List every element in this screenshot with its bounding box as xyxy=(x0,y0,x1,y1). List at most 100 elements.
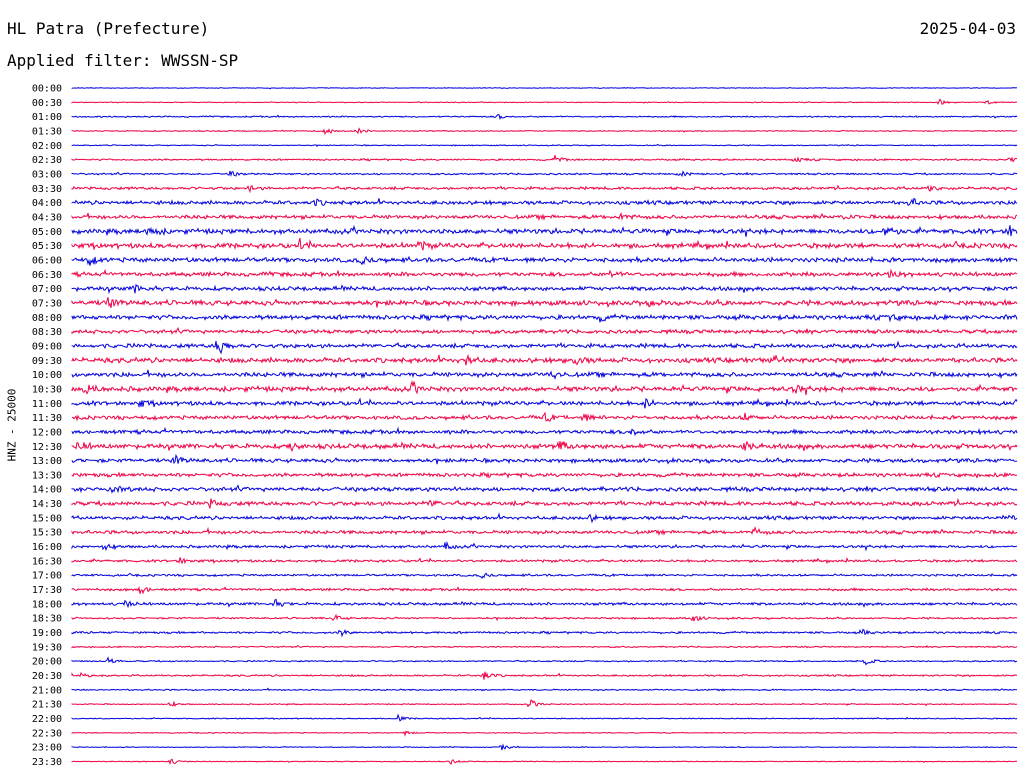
seismic-trace xyxy=(71,540,1018,552)
seismic-trace xyxy=(71,526,1018,537)
seismic-trace xyxy=(71,440,1018,453)
time-label: 11:00 xyxy=(32,399,62,410)
time-label: 04:30 xyxy=(32,212,62,223)
seismic-trace xyxy=(71,484,1018,494)
time-label: 22:00 xyxy=(32,714,62,725)
time-label: 00:30 xyxy=(32,98,62,109)
time-label: 07:30 xyxy=(32,298,62,309)
seismic-trace xyxy=(71,255,1018,266)
seismic-trace xyxy=(71,671,1018,680)
seismic-trace xyxy=(71,237,1018,251)
time-label: 21:30 xyxy=(32,700,62,711)
time-label: 02:30 xyxy=(32,155,62,166)
trace-group xyxy=(71,86,1018,766)
seismic-trace xyxy=(71,687,1017,692)
time-label: 06:30 xyxy=(32,270,62,281)
seismic-trace xyxy=(71,86,1018,90)
time-label: 09:00 xyxy=(32,341,62,352)
seismic-trace xyxy=(71,353,1018,366)
time-label: 12:30 xyxy=(32,442,62,453)
time-label: 01:30 xyxy=(32,126,62,137)
time-label: 19:30 xyxy=(32,642,62,653)
seismic-trace xyxy=(71,380,1018,396)
time-label: 06:00 xyxy=(32,255,62,266)
seismic-trace xyxy=(71,699,1018,708)
time-label: 15:00 xyxy=(32,513,62,524)
station-title: HL Patra (Prefecture) xyxy=(7,19,210,38)
seismic-trace xyxy=(71,656,1018,666)
seismic-trace xyxy=(71,127,1018,135)
time-label: 10:00 xyxy=(32,370,62,381)
seismic-trace xyxy=(71,572,1018,579)
seismic-trace xyxy=(71,340,1018,355)
seismic-trace xyxy=(71,644,1018,649)
seismic-trace xyxy=(71,411,1018,422)
time-label: 11:30 xyxy=(32,413,62,424)
seismic-trace xyxy=(71,598,1018,609)
seismic-trace xyxy=(71,497,1018,509)
time-label: 03:00 xyxy=(32,169,62,180)
seismic-trace xyxy=(71,730,1018,737)
time-label: 17:00 xyxy=(32,571,62,582)
seismic-trace xyxy=(71,184,1018,194)
time-label: 16:30 xyxy=(32,556,62,567)
time-label-group: 00:00 00:30 01:00 01:30 02:00 02:30 03:00 03:30… xyxy=(32,84,62,769)
seismic-trace xyxy=(71,628,1018,638)
time-label: 18:30 xyxy=(32,614,62,625)
seismic-trace xyxy=(71,268,1018,279)
time-label: 04:00 xyxy=(32,198,62,209)
seismic-trace xyxy=(71,114,1018,121)
time-label: 14:30 xyxy=(32,499,62,510)
seismic-trace xyxy=(71,743,1018,751)
seismic-trace xyxy=(71,327,1018,336)
time-label: 12:00 xyxy=(32,427,62,438)
seismic-trace xyxy=(71,297,1018,309)
time-label: 08:30 xyxy=(32,327,62,338)
time-label: 20:00 xyxy=(32,657,62,668)
seismic-trace xyxy=(71,758,1018,766)
time-label: 23:30 xyxy=(32,757,62,768)
time-label: 22:30 xyxy=(32,728,62,739)
seismic-trace xyxy=(71,471,1018,479)
time-label: 03:30 xyxy=(32,184,62,195)
time-label: 16:00 xyxy=(32,542,62,553)
seismic-trace xyxy=(71,512,1018,524)
time-label: 08:00 xyxy=(32,313,62,324)
seismic-trace xyxy=(71,98,1018,105)
time-label: 23:00 xyxy=(32,743,62,754)
time-label: 05:00 xyxy=(32,227,62,238)
time-label: 02:00 xyxy=(32,141,62,152)
time-label: 01:00 xyxy=(32,112,62,123)
time-label: 20:30 xyxy=(32,671,62,682)
seismic-trace xyxy=(71,397,1018,409)
time-label: 09:30 xyxy=(32,356,62,367)
time-label: 10:30 xyxy=(32,384,62,395)
seismic-trace xyxy=(71,155,1017,163)
time-label: 21:00 xyxy=(32,685,62,696)
seismic-trace xyxy=(71,170,1018,178)
seismic-trace xyxy=(71,283,1018,295)
seismic-trace xyxy=(71,613,1018,622)
seismic-trace xyxy=(71,369,1018,380)
seismic-trace xyxy=(71,197,1018,207)
seismic-trace xyxy=(71,557,1018,565)
time-label: 19:00 xyxy=(32,628,62,639)
time-label: 00:00 xyxy=(32,84,62,95)
seismic-trace xyxy=(71,224,1018,237)
time-label: 15:30 xyxy=(32,528,62,539)
time-label: 05:30 xyxy=(32,241,62,252)
seismic-trace xyxy=(71,212,1018,222)
seismic-trace xyxy=(71,313,1018,323)
seismic-trace xyxy=(71,144,1018,148)
seismic-trace xyxy=(71,585,1018,595)
time-label: 13:00 xyxy=(32,456,62,467)
date-label: 2025-04-03 xyxy=(919,19,1016,38)
seismic-trace xyxy=(71,426,1018,437)
seismic-trace xyxy=(71,713,1018,722)
time-label: 14:00 xyxy=(32,485,62,496)
time-label: 07:00 xyxy=(32,284,62,295)
seismic-trace xyxy=(71,454,1018,465)
time-label: 13:30 xyxy=(32,470,62,481)
time-label: 18:00 xyxy=(32,599,62,610)
